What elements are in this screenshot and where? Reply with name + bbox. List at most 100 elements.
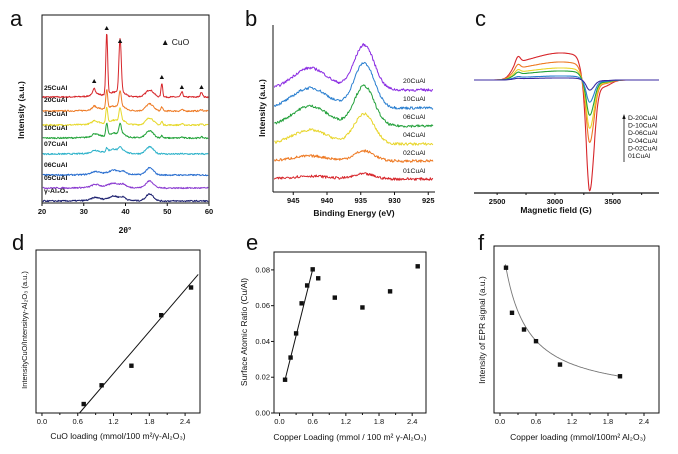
x-tick-label: 50: [163, 207, 171, 216]
x-tick-label: 30: [80, 207, 88, 216]
x-axis-label: CuO loading (mmol/100 m²/γ-Al₂O₃): [50, 431, 185, 441]
y-tick-label: 0.04: [255, 337, 270, 346]
data-point: [129, 363, 134, 368]
fit-line: [284, 269, 314, 380]
xrd-series-line-2: [42, 106, 209, 127]
y-tick-label: 0.00: [255, 409, 270, 418]
data-point: [521, 327, 527, 332]
data-point: [299, 301, 304, 306]
x-tick-label: 20: [38, 207, 46, 216]
series-label: 15CuAl: [44, 111, 68, 118]
cuo-peak-marker: [104, 26, 109, 30]
series-label: 07CuAl: [44, 141, 68, 148]
x-tick-label: 3500: [604, 197, 621, 206]
x-axis-label: Copper Loading (mmol / 100 m² γ-Al₂O₃): [273, 432, 426, 442]
x-tick-label: 1.2: [341, 417, 351, 426]
data-point: [503, 265, 509, 270]
series-label: 05CuAl: [44, 175, 68, 182]
y-axis-label: IntensityCuO/Intensityγ-Al₂O₃ (a.u.): [20, 271, 29, 389]
x-tick-label: 0.0: [495, 417, 505, 426]
x-axis-label: Copper loading (mmol/100m² Al₂O₃): [510, 432, 646, 442]
x-tick-label: 945: [287, 196, 300, 205]
cuo-peak-marker: [179, 85, 185, 89]
series-label: 25CuAl: [44, 85, 68, 92]
y-tick-label: 0.08: [255, 265, 270, 274]
data-point: [332, 295, 337, 300]
legend-label: D-04CuAl: [628, 138, 658, 145]
data-point: [387, 289, 393, 294]
series-label: 10CuAl: [403, 96, 426, 103]
data-point: [99, 383, 104, 388]
legend-arrow-head: [622, 114, 626, 119]
y-tick-label: 0.06: [255, 301, 270, 310]
x-tick-label: 3000: [547, 197, 564, 206]
xrd-series-line-4: [42, 145, 209, 156]
x-tick-label: 60: [205, 207, 213, 216]
legend-label: D-20CuAl: [628, 115, 658, 122]
cuo-peak-marker: [117, 39, 123, 43]
data-point: [81, 401, 86, 407]
panel-letter-d: d: [12, 230, 24, 255]
cuo-peak-marker: [91, 79, 97, 83]
y-tick-label: 0.02: [255, 373, 270, 382]
x-tick-label: 1.8: [603, 417, 613, 426]
x-tick-label: 1.8: [144, 417, 154, 426]
x-tick-label: 1.2: [108, 417, 118, 426]
data-point: [509, 310, 515, 315]
x-tick-label: 940: [321, 196, 334, 205]
x-tick-label: 0.0: [274, 417, 284, 426]
panel-letter-f: f: [478, 230, 485, 255]
legend-label: D-02CuAl: [628, 145, 658, 152]
xrd-series-line-1: [42, 89, 209, 113]
data-point: [304, 283, 310, 288]
xrd-series-line-3: [42, 122, 209, 140]
x-axis-label: Binding Energy (eV): [313, 208, 394, 218]
x-tick-label: 935: [354, 196, 367, 205]
y-axis-label: Intensity of EPR signal (a.u.): [477, 276, 487, 384]
epr-series-line-0: [474, 77, 659, 91]
x-tick-label: 40: [121, 207, 129, 216]
data-point: [617, 374, 623, 379]
series-label: 20CuAl: [403, 78, 426, 85]
x-tick-label: 1.8: [374, 417, 384, 426]
x-tick-label: 2.4: [180, 417, 190, 426]
xrd-series-line-6: [42, 179, 209, 190]
series-label: 10CuAl: [44, 125, 68, 132]
cuo-peak-marker: [159, 75, 165, 79]
xps-series-line-4: [273, 149, 434, 163]
fit-line: [79, 274, 199, 414]
panel-e-frame: [273, 251, 427, 414]
data-point: [415, 264, 420, 269]
data-point: [293, 331, 299, 336]
series-label: γ-Al₂O₃: [44, 188, 68, 195]
data-point: [533, 338, 539, 344]
x-axis-label: Magnetic field (G): [520, 205, 591, 215]
data-point: [159, 313, 164, 318]
x-tick-label: 0.0: [37, 417, 47, 426]
data-point: [310, 267, 315, 272]
data-point: [288, 355, 293, 360]
panel-d-frame: [35, 249, 201, 414]
x-tick-label: 0.6: [307, 417, 317, 426]
series-label: 06CuAl: [44, 162, 68, 169]
data-point: [188, 285, 194, 290]
xps-series-line-3: [274, 112, 434, 146]
series-label: 20CuAl: [44, 97, 68, 104]
xps-series-line-5: [273, 172, 434, 181]
series-label: 01CuAl: [403, 168, 426, 175]
fit-curve: [504, 264, 620, 377]
x-tick-label: 2.4: [407, 417, 417, 426]
x-tick-label: 1.2: [567, 417, 577, 426]
x-tick-label: 930: [388, 196, 401, 205]
y-axis-label: Surface Atomic Ratio (Cu/Al): [239, 278, 249, 386]
xrd-series-line-5: [42, 166, 209, 177]
data-point: [282, 377, 288, 382]
data-point: [360, 305, 365, 310]
xrd-series-line-7: [42, 193, 209, 203]
data-point: [557, 362, 563, 367]
y-axis-label: Intensity (a.u.): [257, 79, 267, 137]
x-tick-label: 2.4: [639, 417, 649, 426]
x-tick-label: 2500: [489, 197, 506, 206]
cuo-peak-marker: [199, 85, 204, 89]
